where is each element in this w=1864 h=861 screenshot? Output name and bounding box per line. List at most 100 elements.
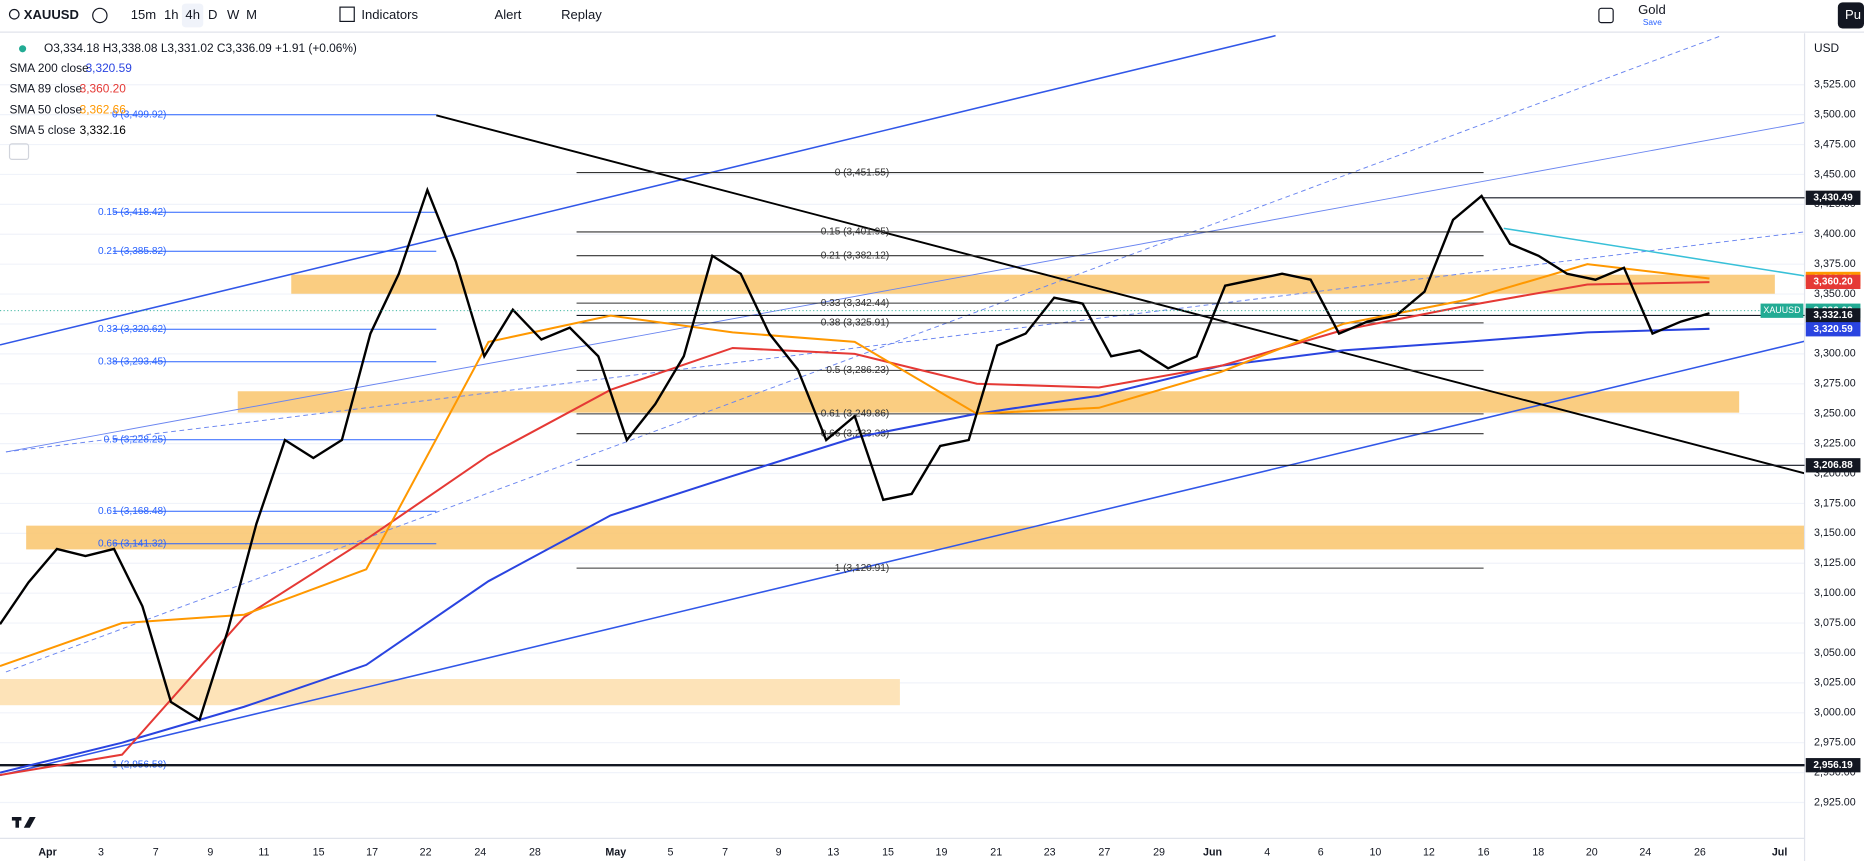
tv-logo	[11, 816, 36, 828]
fib-label: 0.66 (3,233.33)	[821, 428, 889, 439]
zone	[0, 679, 900, 706]
search-icon[interactable]	[8, 8, 20, 20]
channel-line	[5, 35, 1722, 673]
currency[interactable]: USD	[1814, 41, 1839, 55]
symbol-tag	[1760, 303, 1804, 318]
sma-line	[0, 186, 1710, 722]
x-tick-label: 16	[1478, 847, 1490, 859]
price-tag-label: 3,332.16	[1813, 310, 1853, 321]
interval[interactable]: W	[227, 7, 240, 22]
channel-line	[0, 340, 1805, 777]
y-tick-label: 3,525.00	[1814, 79, 1856, 91]
price-tag	[1805, 458, 1861, 473]
y-tick-label: 3,300.00	[1814, 348, 1856, 360]
trendlines	[0, 34, 1805, 777]
indicators-icon[interactable]	[339, 6, 355, 23]
x-tick-label: May	[605, 847, 626, 859]
x-tick-label: 9	[776, 847, 782, 859]
layout-name[interactable]: Gold	[1638, 2, 1666, 17]
x-tick-label: 19	[936, 847, 948, 859]
channel-line	[5, 231, 1805, 453]
fib-label: 0.21 (3,382.12)	[821, 250, 889, 261]
x-tick-label: 24	[474, 847, 486, 859]
fib-label: 0 (3,451.55)	[835, 167, 889, 178]
x-tick-label: 28	[529, 847, 541, 859]
x-tick-label: 24	[1639, 847, 1651, 859]
symbol[interactable]: XAUUSD	[24, 7, 79, 22]
y-tick-label: 3,350.00	[1814, 288, 1856, 300]
x-tick-label: 15	[882, 847, 894, 859]
price-tag-label: 3,206.88	[1813, 460, 1853, 471]
y-tick-label: 3,025.00	[1814, 677, 1856, 689]
x-tick-label: Jul	[1772, 847, 1787, 859]
y-tick-label: 3,225.00	[1814, 437, 1856, 449]
price-tag	[1805, 758, 1861, 773]
fib-label: 0.61 (3,249.86)	[821, 409, 889, 420]
x-tick-label: Jun	[1203, 847, 1222, 859]
x-tick-label: 7	[153, 847, 159, 859]
alert-button[interactable]: Alert	[495, 7, 522, 22]
legend-name: SMA 5 close	[10, 123, 76, 137]
price-tag-label: 3,360.20	[1813, 277, 1853, 288]
x-tick-label: 29	[1153, 847, 1165, 859]
publish-label[interactable]: Pu	[1845, 7, 1861, 22]
x-tick-label: 9	[207, 847, 213, 859]
channel-line	[5, 122, 1805, 453]
x-tick-label: 23	[1044, 847, 1056, 859]
layout-status: Save	[1643, 17, 1662, 27]
interval[interactable]: M	[246, 7, 257, 22]
fib-label: 0.33 (3,342.44)	[821, 298, 889, 309]
x-tick-label: 22	[420, 847, 432, 859]
y-tick-label: 3,375.00	[1814, 258, 1856, 270]
compare-button[interactable]	[92, 7, 108, 24]
collapse-legend[interactable]	[8, 143, 30, 160]
y-tick-label: 3,100.00	[1814, 587, 1856, 599]
legend-value: 3,362.66	[80, 102, 127, 116]
sma-line	[0, 327, 1710, 774]
legend-value: 3,320.59	[86, 61, 133, 75]
x-tick-label: 21	[990, 847, 1002, 859]
interval[interactable]: 15m	[131, 7, 157, 22]
y-tick-label: 3,275.00	[1814, 378, 1856, 390]
price-tag	[1805, 274, 1861, 290]
zones	[0, 84, 1805, 804]
fib-label: 0.15 (3,418.42)	[98, 207, 166, 218]
y-tick-label: 3,475.00	[1814, 138, 1856, 150]
zone	[26, 525, 1805, 550]
fib-label: 0.21 (3,385.82)	[98, 246, 166, 257]
fib-label: 1 (3,120.91)	[835, 563, 889, 574]
market-status	[19, 45, 27, 53]
interval[interactable]: 4h	[185, 7, 200, 22]
y-tick-label: 2,975.00	[1814, 737, 1856, 749]
sma-line	[0, 263, 1710, 668]
zone	[237, 391, 1740, 413]
x-tick-label: 11	[258, 847, 269, 859]
fib-label: 0.38 (3,293.45)	[98, 356, 166, 367]
x-tick-label: 20	[1586, 847, 1598, 859]
y-tick-label: 3,050.00	[1814, 647, 1856, 659]
interval[interactable]: 1h	[164, 7, 179, 22]
layout-icon[interactable]	[1598, 7, 1614, 24]
x-tick-label: 17	[366, 847, 378, 859]
fib-label: 0.33 (3,320.62)	[98, 324, 166, 335]
fib-label: 0.61 (3,168.48)	[98, 506, 166, 517]
x-tick-label: 27	[1098, 847, 1110, 859]
x-tick-label: Apr	[38, 847, 56, 859]
legend-name: SMA 89 close	[10, 82, 83, 96]
x-tick-label: 12	[1423, 847, 1435, 859]
interval[interactable]: D	[208, 7, 217, 22]
y-tick-label: 3,150.00	[1814, 527, 1856, 539]
y-tick-label: 3,500.00	[1814, 108, 1856, 120]
fib-label: 0.5 (3,286.23)	[826, 365, 889, 376]
replay-button[interactable]: Replay	[561, 7, 602, 22]
price-tag-label: 3,320.59	[1813, 324, 1853, 335]
indicators-button[interactable]: Indicators	[361, 7, 418, 22]
price-tag	[1805, 190, 1861, 205]
legend-value: 3,360.20	[80, 82, 127, 96]
x-tick-label: 4	[1264, 847, 1270, 859]
fib-label: 0 (3,499.92)	[112, 109, 166, 120]
trendline	[1503, 227, 1805, 277]
y-tick-label: 3,125.00	[1814, 557, 1856, 569]
publish-button[interactable]	[1837, 2, 1864, 29]
